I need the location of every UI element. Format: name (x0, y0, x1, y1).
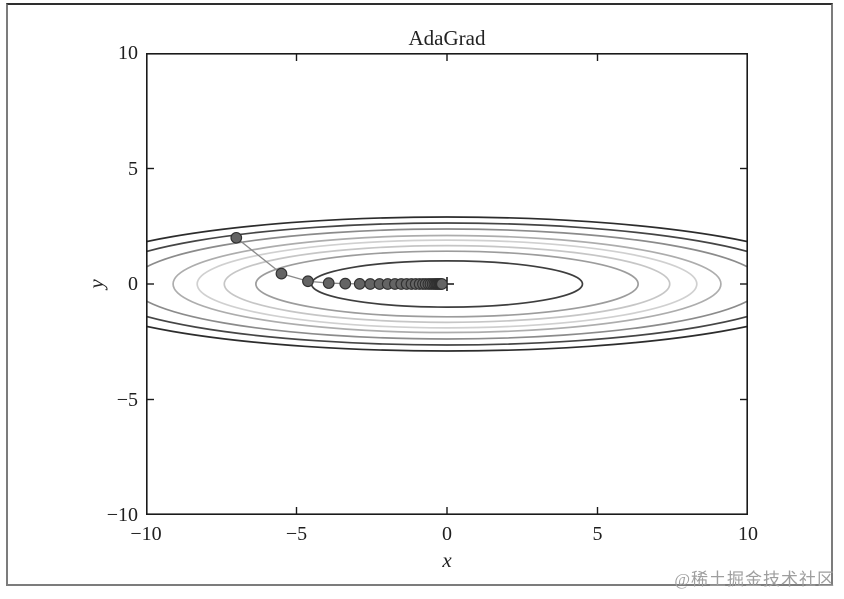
chart-title: AdaGrad (408, 26, 486, 50)
y-tick-label: 0 (128, 273, 138, 295)
trajectory-point (275, 267, 288, 280)
y-tick-label: 5 (128, 157, 138, 180)
plot-area (146, 53, 748, 515)
x-tick-label: 10 (738, 523, 758, 545)
x-tick-label: −10 (130, 523, 162, 545)
figure-frame (6, 3, 833, 586)
x-tick-label: 5 (592, 523, 603, 545)
contour-ellipse (147, 222, 747, 346)
x-axis-label: x (442, 548, 452, 572)
contour-ellipse (223, 244, 671, 324)
contour-ellipse (196, 239, 698, 329)
trajectory-point (230, 231, 243, 244)
trajectory-point (322, 277, 335, 289)
contour-lines (147, 216, 747, 352)
watermark: @稀土掘金技术社区 (674, 570, 835, 589)
contour-plot-svg (146, 53, 748, 515)
y-tick-label: 10 (118, 42, 138, 64)
trajectory-point (302, 275, 314, 288)
y-tick-label: −5 (116, 388, 138, 411)
contour-ellipse (147, 216, 747, 352)
x-tick-label: 0 (442, 523, 452, 545)
y-tick-label: −10 (106, 504, 138, 526)
contour-ellipse (147, 228, 747, 340)
y-axis-label: y (83, 279, 108, 289)
axes-spines (146, 53, 748, 515)
trajectory-point (353, 278, 366, 290)
contour-ellipse (172, 234, 722, 334)
trajectory-point (436, 278, 448, 290)
x-tick-label: −5 (285, 523, 308, 545)
contour-ellipse (255, 250, 639, 318)
trajectory-point (339, 277, 352, 290)
